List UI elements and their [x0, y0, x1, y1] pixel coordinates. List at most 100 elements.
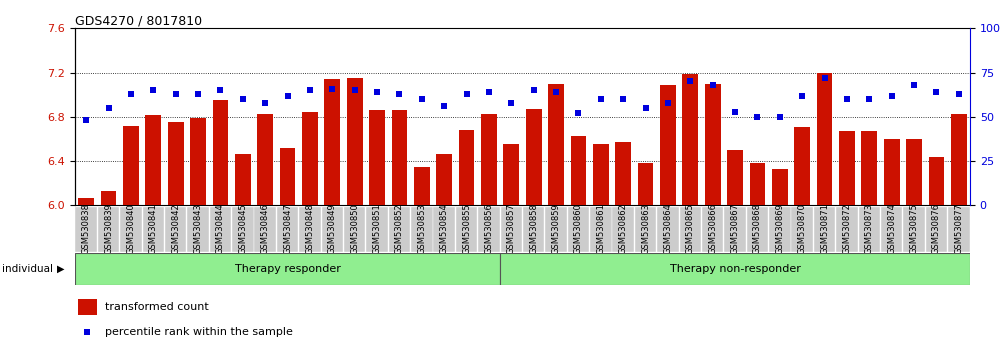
Point — [727, 109, 743, 114]
Bar — [78, 299, 97, 315]
Bar — [571, 136, 586, 205]
Bar — [948, 206, 970, 252]
Bar — [903, 206, 925, 252]
Point — [78, 118, 94, 123]
Point — [705, 82, 721, 88]
Text: GSM530874: GSM530874 — [887, 203, 896, 254]
Text: GSM530848: GSM530848 — [305, 203, 314, 254]
Text: GSM530846: GSM530846 — [261, 203, 270, 254]
Bar — [302, 113, 318, 205]
Bar — [280, 148, 295, 205]
Point — [884, 93, 900, 98]
Bar — [861, 131, 877, 205]
Point — [503, 100, 519, 105]
Text: GSM530857: GSM530857 — [507, 203, 516, 254]
Bar — [702, 206, 723, 252]
Point — [570, 110, 586, 116]
Text: GSM530845: GSM530845 — [238, 203, 247, 253]
Text: GSM530847: GSM530847 — [283, 203, 292, 254]
Bar — [145, 115, 161, 205]
Bar — [814, 206, 835, 252]
Bar — [635, 206, 656, 252]
Bar — [503, 144, 519, 205]
Point — [928, 89, 944, 95]
Text: GSM530851: GSM530851 — [373, 203, 382, 253]
Bar — [459, 130, 474, 205]
Text: GSM530863: GSM530863 — [641, 203, 650, 254]
Text: GSM530858: GSM530858 — [529, 203, 538, 254]
Bar — [235, 154, 251, 205]
Bar — [747, 206, 768, 252]
Text: GSM530838: GSM530838 — [82, 203, 91, 254]
Point — [280, 93, 296, 98]
Bar — [75, 253, 500, 285]
Bar — [794, 127, 810, 205]
Bar — [705, 84, 721, 205]
Text: GSM530839: GSM530839 — [104, 203, 113, 254]
Bar — [769, 206, 791, 252]
Bar — [884, 139, 900, 205]
Point — [906, 82, 922, 88]
Bar — [411, 206, 433, 252]
Point — [682, 79, 698, 84]
Text: GSM530855: GSM530855 — [462, 203, 471, 253]
Point — [794, 93, 810, 98]
Point — [168, 91, 184, 97]
Bar — [501, 206, 522, 252]
Point — [391, 91, 407, 97]
Bar — [817, 73, 832, 205]
Bar — [456, 206, 477, 252]
Text: GSM530852: GSM530852 — [395, 203, 404, 253]
Bar — [123, 126, 139, 205]
Point — [101, 105, 117, 111]
Bar — [951, 114, 967, 205]
Text: GSM530865: GSM530865 — [686, 203, 695, 254]
Point — [548, 89, 564, 95]
Bar — [929, 156, 944, 205]
Bar — [165, 206, 186, 252]
Text: Therapy non-responder: Therapy non-responder — [670, 264, 800, 274]
Bar — [257, 114, 273, 205]
Point — [145, 87, 161, 93]
Text: GSM530859: GSM530859 — [552, 203, 561, 253]
Bar — [98, 206, 119, 252]
Bar — [881, 206, 902, 252]
Bar — [78, 198, 94, 205]
Bar — [347, 78, 363, 205]
Bar — [190, 118, 206, 205]
Bar — [772, 169, 788, 205]
Point — [324, 86, 340, 91]
Text: GSM530854: GSM530854 — [440, 203, 449, 253]
Text: GSM530869: GSM530869 — [775, 203, 784, 254]
Bar — [657, 206, 679, 252]
Text: percentile rank within the sample: percentile rank within the sample — [105, 327, 293, 337]
Point — [638, 105, 654, 111]
Bar — [526, 109, 542, 205]
Bar — [344, 206, 365, 252]
Point — [615, 96, 631, 102]
Bar — [545, 206, 567, 252]
Text: GSM530850: GSM530850 — [350, 203, 359, 253]
Bar — [660, 85, 676, 205]
Point — [951, 91, 967, 97]
Text: GSM530877: GSM530877 — [954, 203, 963, 254]
Text: GSM530873: GSM530873 — [865, 203, 874, 254]
Point — [212, 87, 228, 93]
Bar — [906, 139, 922, 205]
Point — [481, 89, 497, 95]
Text: GSM530866: GSM530866 — [708, 203, 717, 254]
Bar — [523, 206, 544, 252]
Bar — [389, 206, 410, 252]
Text: Therapy responder: Therapy responder — [235, 264, 340, 274]
Bar — [615, 142, 631, 205]
Bar — [791, 206, 813, 252]
Text: ▶: ▶ — [57, 264, 64, 274]
Point — [79, 329, 95, 335]
Bar — [724, 206, 746, 252]
Bar — [436, 154, 452, 205]
Point — [436, 103, 452, 109]
Bar — [143, 206, 164, 252]
Text: GSM530844: GSM530844 — [216, 203, 225, 253]
Text: individual: individual — [2, 264, 53, 274]
Bar — [210, 206, 231, 252]
